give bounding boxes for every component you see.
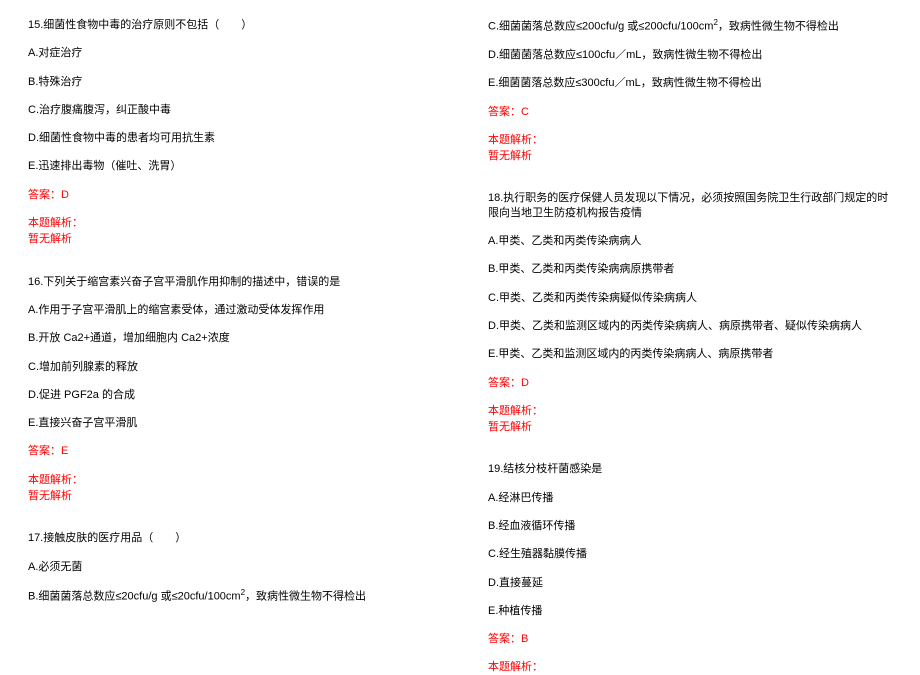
q18-answer: 答案：D (488, 376, 892, 390)
q17-option-b: B.细菌菌落总数应≤20cfu/g 或≤20cfu/100cm2，致病性微生物不… (28, 588, 432, 604)
q17-title: 17.接触皮肤的医疗用品（ ） (28, 531, 432, 545)
q17-b-pre: B.细菌菌落总数应≤20cfu/g 或≤20cfu/100cm (28, 591, 241, 603)
q16-option-b: B.开放 Ca2+通道，增加细胞内 Ca2+浓度 (28, 331, 432, 345)
right-column: C.细菌菌落总数应≤200cfu/g 或≤200cfu/100cm2，致病性微生… (460, 0, 920, 651)
q17-b-post: ，致病性微生物不得检出 (245, 591, 366, 603)
q19-title: 19.结核分枝杆菌感染是 (488, 462, 892, 476)
q18-title: 18.执行职务的医疗保健人员发现以下情况，必须按照国务院卫生行政部门规定的时限向… (488, 191, 892, 220)
q19-option-c: C.经生殖器黏膜传播 (488, 547, 892, 561)
q17-c-post: ，致病性微生物不得检出 (718, 21, 839, 33)
q18-option-c: C.甲类、乙类和丙类传染病疑似传染病病人 (488, 291, 892, 305)
q18-option-e: E.甲类、乙类和监测区域内的丙类传染病病人、病原携带者 (488, 347, 892, 361)
q16-option-d: D.促进 PGF2a 的合成 (28, 388, 432, 402)
q16-option-e: E.直接兴奋子宫平滑肌 (28, 416, 432, 430)
q18-option-d: D.甲类、乙类和监测区域内的丙类传染病病人、病原携带者、疑似传染病病人 (488, 319, 892, 333)
q18-analysis-text: 暂无解析 (488, 420, 892, 434)
q19-analysis-label: 本题解析： (488, 660, 892, 674)
q16-title: 16.下列关于缩宫素兴奋子宫平滑肌作用抑制的描述中，错误的是 (28, 275, 432, 289)
q15-analysis-label: 本题解析： (28, 216, 432, 230)
q16-option-a: A.作用于子宫平滑肌上的缩宫素受体，通过激动受体发挥作用 (28, 303, 432, 317)
q17-analysis-text: 暂无解析 (488, 149, 892, 163)
q17-option-a: A.必须无菌 (28, 560, 432, 574)
q19-option-b: B.经血液循环传播 (488, 519, 892, 533)
q17-option-d: D.细菌菌落总数应≤100cfu／mL，致病性微生物不得检出 (488, 48, 892, 62)
q17-c-pre: C.细菌菌落总数应≤200cfu/g 或≤200cfu/100cm (488, 21, 713, 33)
q16-answer: 答案：E (28, 444, 432, 458)
q18-analysis-label: 本题解析： (488, 404, 892, 418)
q15-option-e: E.迅速排出毒物（催吐、洗胃） (28, 159, 432, 173)
q17-option-e: E.细菌菌落总数应≤300cfu／mL，致病性微生物不得检出 (488, 76, 892, 90)
q15-option-a: A.对症治疗 (28, 46, 432, 60)
q16-analysis-label: 本题解析： (28, 473, 432, 487)
q16-analysis-text: 暂无解析 (28, 489, 432, 503)
q17-answer: 答案：C (488, 105, 892, 119)
q19-answer: 答案：B (488, 632, 892, 646)
q15-answer: 答案：D (28, 188, 432, 202)
left-column: 15.细菌性食物中毒的治疗原则不包括（ ） A.对症治疗 B.特殊治疗 C.治疗… (0, 0, 460, 651)
q17-analysis-label: 本题解析： (488, 133, 892, 147)
q19-option-d: D.直接蔓延 (488, 576, 892, 590)
q15-title: 15.细菌性食物中毒的治疗原则不包括（ ） (28, 18, 432, 32)
q18-option-b: B.甲类、乙类和丙类传染病病原携带者 (488, 262, 892, 276)
q15-option-d: D.细菌性食物中毒的患者均可用抗生素 (28, 131, 432, 145)
q16-option-c: C.增加前列腺素的释放 (28, 360, 432, 374)
q15-option-c: C.治疗腹痛腹泻，纠正酸中毒 (28, 103, 432, 117)
q15-option-b: B.特殊治疗 (28, 75, 432, 89)
q15-analysis-text: 暂无解析 (28, 232, 432, 246)
q19-option-e: E.种植传播 (488, 604, 892, 618)
page-container: 15.细菌性食物中毒的治疗原则不包括（ ） A.对症治疗 B.特殊治疗 C.治疗… (0, 0, 920, 651)
q19-option-a: A.经淋巴传播 (488, 491, 892, 505)
q18-option-a: A.甲类、乙类和丙类传染病病人 (488, 234, 892, 248)
q17-option-c: C.细菌菌落总数应≤200cfu/g 或≤200cfu/100cm2，致病性微生… (488, 18, 892, 34)
